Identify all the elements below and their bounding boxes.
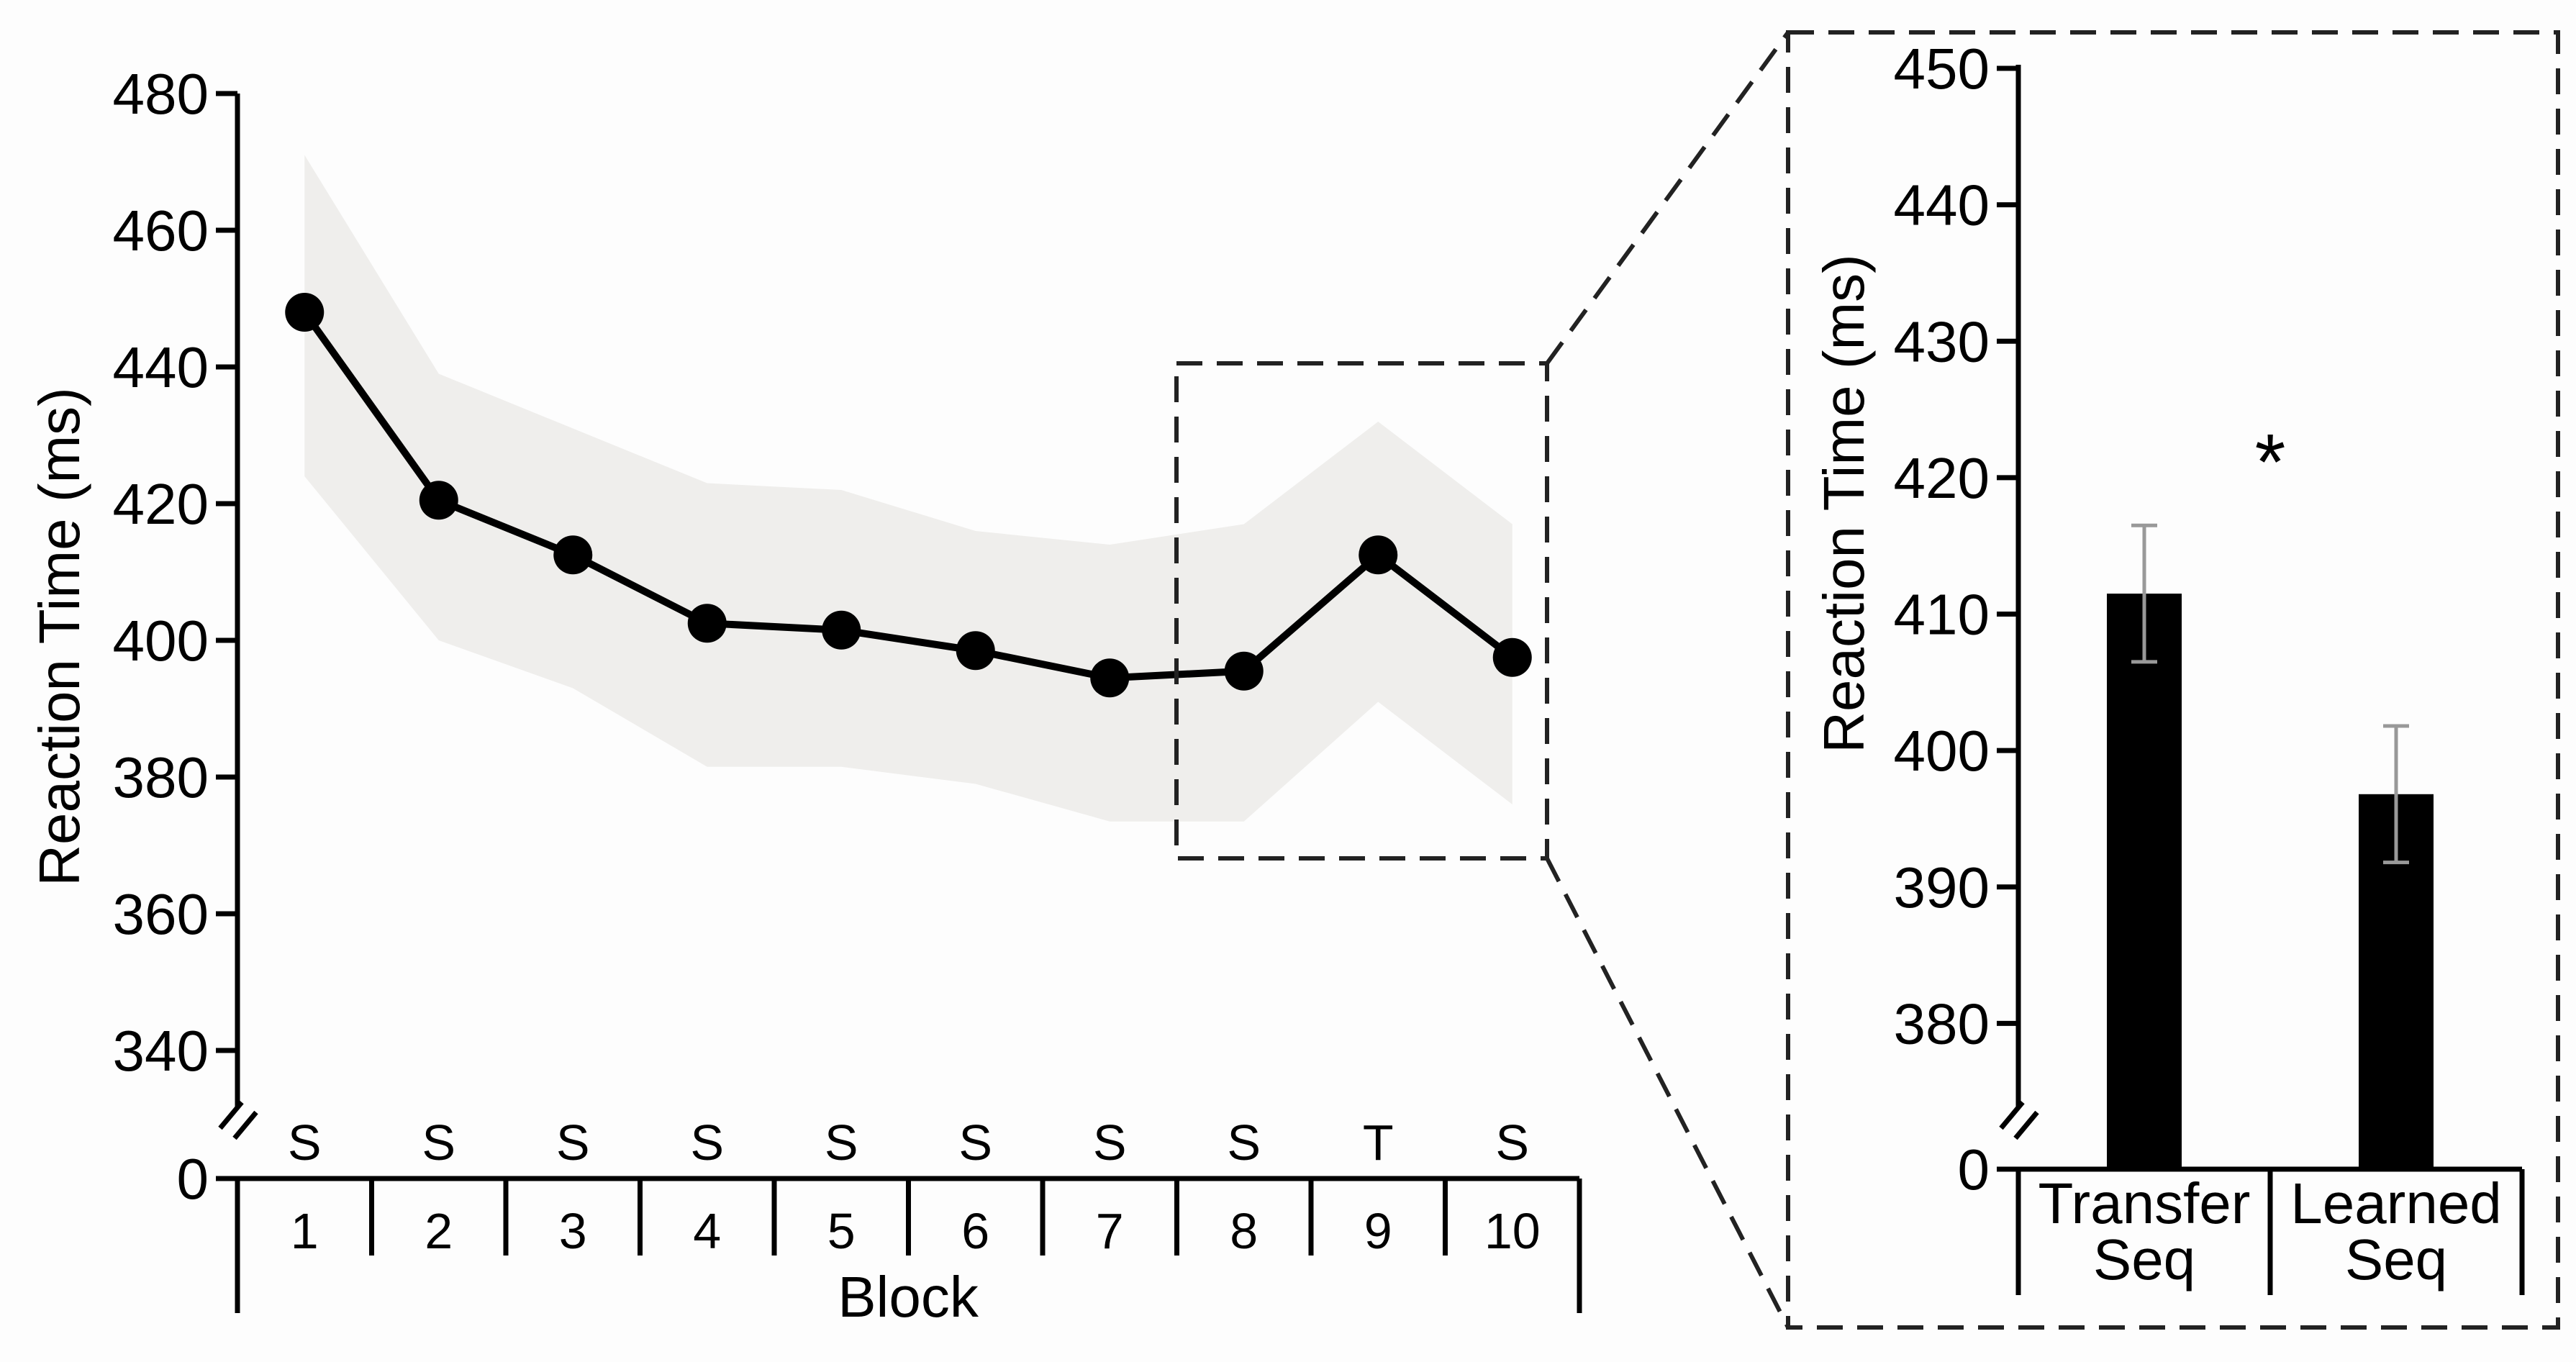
left-y-tick-label: 420 (113, 472, 209, 536)
sequence-label: S (1495, 1114, 1529, 1171)
sequence-label: S (422, 1114, 455, 1171)
block-label: 6 (961, 1203, 989, 1259)
right-y-tick-label: 400 (1894, 719, 1990, 783)
data-point-block-3 (553, 535, 593, 575)
zoom-connector-bottom (1545, 857, 1790, 1329)
bar-category-label: Transfer (2038, 1171, 2251, 1235)
right-y-tick-label: 430 (1894, 309, 1990, 373)
left-y-tick-label: 460 (113, 199, 209, 263)
right-y-tick-label: 420 (1894, 446, 1990, 510)
sequence-label: S (1227, 1114, 1261, 1171)
zoom-connector-top (1545, 31, 1790, 365)
zoom-callout (1174, 30, 2560, 1330)
right-y-tick-label: 450 (1894, 37, 1990, 101)
block-label: 2 (425, 1203, 453, 1259)
sequence-label: S (556, 1114, 590, 1171)
right-y-ticks: 380 390 400 410 420 430 440 450 (1894, 37, 2018, 1055)
left-zero-tick-label: 0 (177, 1147, 209, 1211)
sequence-label: S (958, 1114, 992, 1171)
data-point-block-8 (1224, 651, 1264, 691)
bar-category-label: Seq (2093, 1227, 2195, 1291)
block-labels: 1 2 3 4 5 6 7 8 9 10 (291, 1203, 1541, 1259)
data-point-block-6 (956, 631, 995, 671)
sequence-label: T (1363, 1114, 1394, 1171)
left-y-tick-label: 400 (113, 609, 209, 673)
right-y-tick-label: 440 (1894, 173, 1990, 237)
right-y-tick-label: 380 (1894, 991, 1990, 1055)
sequence-label: S (288, 1114, 322, 1171)
block-label: 4 (693, 1203, 721, 1259)
left-y-tick-label: 360 (113, 882, 209, 946)
block-label: 9 (1364, 1203, 1392, 1259)
left-zero-tick: 0 (177, 1147, 237, 1211)
data-point-block-7 (1090, 658, 1130, 698)
data-point-block-1 (285, 293, 325, 332)
block-label: 1 (291, 1203, 319, 1259)
bar-transfer-seq (2107, 594, 2182, 1169)
right-y-tick-label: 390 (1894, 855, 1990, 920)
left-y-tick-label: 440 (113, 335, 209, 399)
data-point-block-9 (1359, 535, 1398, 575)
block-label: 3 (559, 1203, 587, 1259)
sequence-label: S (825, 1114, 858, 1171)
left-y-tick-label: 380 (113, 745, 209, 809)
right-y-axis-title: Reaction Time (ms) (1812, 254, 1876, 753)
inset-frame (1786, 30, 2560, 1330)
right-zero-tick: 0 (1958, 1138, 2018, 1202)
block-label: 5 (827, 1203, 856, 1259)
left-y-tick-label: 480 (113, 62, 209, 126)
x-axis-title: Block (838, 1265, 979, 1329)
block-label: 7 (1096, 1203, 1124, 1259)
left-y-tick-label: 340 (113, 1019, 209, 1083)
data-point-block-2 (419, 481, 458, 520)
right-y-tick-label: 410 (1894, 583, 1990, 647)
left-y-ticks: 340 360 380 400 420 440 460 480 (113, 62, 237, 1083)
data-point-block-10 (1492, 637, 1532, 677)
bars (2107, 523, 2434, 1169)
data-point-block-5 (822, 610, 861, 650)
left-axis-break (218, 1100, 258, 1140)
sequence-label: S (1093, 1114, 1127, 1171)
bar-category-label: Seq (2345, 1227, 2447, 1291)
data-point-block-4 (687, 604, 727, 643)
right-zero-tick-label: 0 (1958, 1138, 1990, 1202)
right-axis-break (1999, 1100, 2039, 1140)
block-grid (235, 1179, 1582, 1313)
zoom-region-box (1174, 361, 1549, 861)
bar-category-label: Learned (2290, 1171, 2502, 1235)
sequence-label: S (690, 1114, 724, 1171)
confidence-band (304, 155, 1513, 822)
block-label: 8 (1230, 1203, 1258, 1259)
block-label: 10 (1484, 1203, 1541, 1259)
significance-star: * (2255, 418, 2286, 507)
series-line (301, 310, 1515, 682)
line-chart: 340 360 380 400 420 440 460 480 0 S S S S S S S S T S 1 2… (27, 62, 1582, 1329)
left-y-axis-title: Reaction Time (ms) (27, 387, 91, 886)
series-points (285, 293, 1532, 698)
